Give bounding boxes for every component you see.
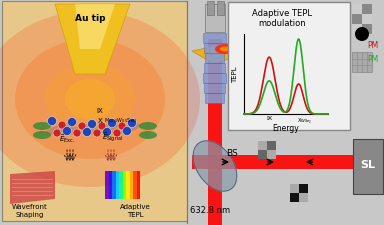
Text: 632.8 nm: 632.8 nm — [190, 205, 230, 214]
Bar — [267, 150, 276, 159]
Bar — [217, 2, 224, 16]
Circle shape — [78, 122, 86, 130]
Circle shape — [127, 119, 136, 128]
Text: Wavefront
Shaping: Wavefront Shaping — [12, 204, 48, 217]
Bar — [228, 3, 350, 130]
Text: BS: BS — [226, 149, 238, 158]
Circle shape — [48, 117, 56, 126]
Circle shape — [103, 128, 111, 137]
Bar — [362, 5, 372, 15]
Text: Au tip: Au tip — [75, 14, 105, 23]
Text: Adaptive
TEPL: Adaptive TEPL — [120, 204, 151, 217]
Circle shape — [98, 122, 106, 130]
Bar — [208, 40, 222, 225]
Bar — [2, 2, 187, 221]
Bar — [267, 141, 276, 150]
Bar — [290, 184, 299, 193]
Text: PM: PM — [367, 40, 378, 49]
Bar — [136, 171, 140, 199]
FancyBboxPatch shape — [205, 54, 225, 64]
Ellipse shape — [139, 131, 157, 139]
Text: modulation: modulation — [258, 19, 306, 28]
Circle shape — [68, 118, 76, 127]
FancyBboxPatch shape — [205, 64, 225, 74]
Text: X: X — [98, 117, 103, 124]
Ellipse shape — [89, 124, 119, 135]
Bar — [352, 15, 362, 25]
Text: PM: PM — [367, 55, 378, 64]
FancyBboxPatch shape — [205, 44, 225, 54]
Ellipse shape — [15, 40, 165, 159]
Bar — [129, 171, 133, 199]
Bar — [352, 5, 362, 15]
FancyBboxPatch shape — [205, 94, 225, 104]
Circle shape — [58, 122, 66, 129]
Bar — [353, 139, 383, 194]
Ellipse shape — [45, 124, 74, 135]
Bar — [352, 53, 372, 73]
Text: OL: OL — [230, 85, 242, 94]
Bar — [352, 25, 362, 35]
Bar — [126, 171, 129, 199]
Polygon shape — [193, 141, 237, 191]
Text: TF: TF — [228, 14, 238, 22]
Circle shape — [73, 129, 81, 137]
Bar — [192, 155, 384, 169]
Bar — [105, 171, 109, 199]
Ellipse shape — [111, 124, 141, 135]
Text: TEPL: TEPL — [232, 66, 238, 83]
Ellipse shape — [33, 131, 51, 139]
Circle shape — [113, 129, 121, 137]
Circle shape — [118, 122, 126, 130]
Bar — [119, 171, 122, 199]
Circle shape — [88, 120, 96, 129]
Bar — [258, 141, 267, 150]
Polygon shape — [192, 40, 268, 64]
Polygon shape — [75, 5, 115, 50]
Circle shape — [93, 129, 101, 137]
Text: Energy: Energy — [273, 124, 300, 132]
Bar — [116, 171, 119, 199]
Text: X$_{\rm WSe_2}$: X$_{\rm WSe_2}$ — [296, 115, 312, 125]
Bar — [362, 25, 372, 35]
Circle shape — [53, 129, 61, 137]
Text: IX: IX — [266, 115, 272, 120]
Ellipse shape — [139, 122, 157, 130]
Bar — [299, 193, 308, 202]
Text: Mc$_{0.5}$W$_{0.5}$Se$_2$: Mc$_{0.5}$W$_{0.5}$Se$_2$ — [104, 116, 137, 125]
Circle shape — [122, 127, 131, 136]
Text: Adaptive TEPL: Adaptive TEPL — [252, 9, 312, 18]
Bar — [112, 171, 116, 199]
Circle shape — [83, 128, 91, 137]
Text: IX: IX — [97, 108, 103, 113]
Circle shape — [355, 28, 369, 42]
Text: SL: SL — [361, 159, 376, 169]
FancyBboxPatch shape — [204, 34, 227, 44]
Bar — [299, 184, 308, 193]
Bar — [258, 150, 267, 159]
Ellipse shape — [65, 80, 115, 119]
Ellipse shape — [33, 122, 51, 130]
Text: $\vec{E}_{\rm Exc.}$: $\vec{E}_{\rm Exc.}$ — [59, 132, 75, 144]
Bar — [205, 5, 225, 33]
Polygon shape — [55, 5, 130, 75]
Polygon shape — [10, 171, 55, 204]
Text: $\vec{E}_{\rm Signal}$: $\vec{E}_{\rm Signal}$ — [103, 130, 124, 144]
Bar — [290, 193, 299, 202]
FancyBboxPatch shape — [205, 84, 225, 94]
Bar — [109, 171, 112, 199]
Bar — [133, 171, 136, 199]
Circle shape — [63, 127, 71, 136]
Bar — [122, 171, 126, 199]
Ellipse shape — [68, 124, 96, 135]
Ellipse shape — [220, 47, 230, 52]
Bar — [207, 2, 214, 16]
Ellipse shape — [45, 64, 135, 135]
FancyBboxPatch shape — [204, 74, 227, 84]
Ellipse shape — [215, 45, 235, 55]
Ellipse shape — [0, 12, 200, 187]
Circle shape — [108, 119, 116, 128]
Bar — [362, 15, 372, 25]
